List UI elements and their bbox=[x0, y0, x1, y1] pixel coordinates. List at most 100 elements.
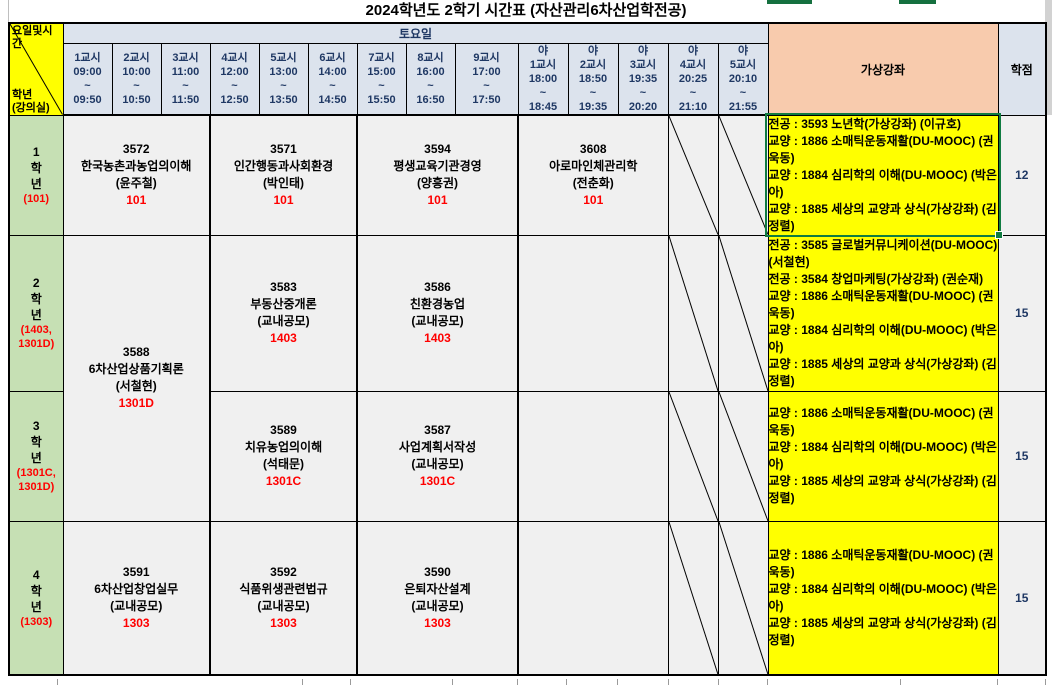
night-period-header-2[interactable]: 야 2교시 18:50 ~ 19:35 bbox=[567, 42, 619, 116]
virtual-lectures-cell-grade2[interactable]: 전공 : 3585 글로벌커뮤니케이션(DU-MOOC)(서철현) 전공 : 3… bbox=[767, 234, 999, 392]
course-name: 평생교육기관경영 bbox=[393, 159, 482, 174]
course-room: 1403 bbox=[424, 331, 451, 345]
period-header-7[interactable]: 7교시 15:00 ~ 15:50 bbox=[356, 42, 407, 116]
gridline-tick bbox=[900, 679, 901, 685]
course-professor: (박인태) bbox=[262, 176, 305, 191]
period-header-1[interactable]: 1교시 09:00 ~ 09:50 bbox=[62, 42, 113, 116]
crossed-out-cell[interactable] bbox=[667, 520, 719, 676]
night-period-header-4[interactable]: 야 4교시 20:25 ~ 21:10 bbox=[667, 42, 719, 116]
grade-rooms: (1303) bbox=[20, 615, 53, 628]
decor-green-strip bbox=[767, 0, 812, 4]
crossed-out-cell[interactable] bbox=[717, 114, 769, 236]
crossed-out-cell[interactable] bbox=[667, 390, 719, 522]
course-name: 치유농업의이해 bbox=[244, 440, 323, 454]
period-header-2[interactable]: 2교시 10:00 ~ 10:50 bbox=[111, 42, 162, 116]
period-header-9[interactable]: 9교시 17:00 ~ 17:50 bbox=[454, 42, 519, 116]
course-cell-3583[interactable]: 3583 부동산중개론 (교내공모) 1403 bbox=[209, 234, 358, 392]
grade-number: 3 학 년 bbox=[30, 419, 42, 465]
course-cell-3587[interactable]: 3587 사업계획서작성 (교내공모) 1301C bbox=[356, 390, 519, 522]
virtual-lectures-cell-grade1[interactable]: 전공 : 3593 노년학(가상강좌) (이규호) 교양 : 1886 소매틱운… bbox=[767, 114, 999, 236]
credits-cell-grade3[interactable]: 15 bbox=[997, 390, 1047, 522]
course-cell-3594[interactable]: 3594 평생교육기관경영 (양흥권) 101 bbox=[356, 114, 519, 236]
credits-cell-grade1[interactable]: 12 bbox=[997, 114, 1047, 236]
course-professor: (교내공모) bbox=[257, 314, 310, 328]
crossed-out-cell[interactable] bbox=[667, 114, 719, 236]
gridline-tick bbox=[997, 679, 998, 685]
grade-rooms: (1403, 1301D) bbox=[18, 324, 55, 350]
grade-rooms: (1301C, 1301D) bbox=[16, 467, 56, 493]
empty-night-cell[interactable] bbox=[517, 520, 669, 676]
course-cell-3589[interactable]: 3589 치유농업의이해 (석태문) 1301C bbox=[209, 390, 358, 522]
diagonal-line-icon bbox=[669, 522, 718, 675]
bottom-gridline-ticks bbox=[0, 679, 1052, 685]
timetable-title: 2024학년도 2학기 시간표 (자산관리6차산업학전공) bbox=[365, 2, 687, 19]
period-header-3[interactable]: 3교시 11:00 ~ 11:50 bbox=[160, 42, 211, 116]
course-cell-3590[interactable]: 3590 은퇴자산설계 (교내공모) 1303 bbox=[356, 520, 519, 676]
course-room: 101 bbox=[273, 193, 294, 208]
credits-cell-grade2[interactable]: 15 bbox=[997, 234, 1047, 392]
night-period-header-5[interactable]: 야 5교시 20:10 ~ 21:55 bbox=[717, 42, 769, 116]
course-code: 3594 bbox=[424, 142, 451, 157]
course-code: 3571 bbox=[270, 142, 297, 157]
virtual-lectures-cell-grade3[interactable]: 교양 : 1886 소매틱운동재활(DU-MOOC) (권욱동) 교양 : 18… bbox=[767, 390, 999, 522]
diagonal-line-icon bbox=[719, 522, 768, 675]
period-header-8[interactable]: 8교시 16:00 ~ 16:50 bbox=[405, 42, 456, 116]
course-code: 3587 bbox=[424, 423, 451, 437]
crossed-out-cell[interactable] bbox=[717, 390, 769, 522]
diagonal-line-icon bbox=[719, 116, 768, 235]
crossed-out-cell[interactable] bbox=[717, 234, 769, 392]
grade-label-4[interactable]: 4 학 년 (1303) bbox=[8, 520, 64, 676]
course-code: 3608 bbox=[579, 142, 607, 157]
course-cell-3591[interactable]: 3591 6차산업창업실무 (교내공모) 1303 bbox=[62, 520, 211, 676]
period-header-6[interactable]: 6교시 14:00 ~ 14:50 bbox=[307, 42, 358, 116]
crossed-out-cell[interactable] bbox=[667, 234, 719, 392]
night-period-header-3[interactable]: 야 3교시 19:35 ~ 20:20 bbox=[617, 42, 669, 116]
grade-label-3[interactable]: 3 학 년 (1301C, 1301D) bbox=[8, 390, 64, 522]
gridline-tick bbox=[517, 679, 518, 685]
grade-label-2[interactable]: 2 학 년 (1403, 1301D) bbox=[8, 234, 64, 392]
empty-night-cell[interactable] bbox=[517, 390, 669, 522]
diagonal-line-icon bbox=[669, 236, 718, 391]
credits-cell-grade4[interactable]: 15 bbox=[997, 520, 1047, 676]
gridline-tick bbox=[350, 679, 351, 685]
gridline-tick bbox=[718, 679, 719, 685]
course-room: 1303 bbox=[270, 615, 297, 630]
period-header-5[interactable]: 5교시 13:00 ~ 13:50 bbox=[258, 42, 309, 116]
course-code: 3591 bbox=[122, 564, 150, 579]
gridline-tick bbox=[1045, 679, 1046, 685]
credits-header[interactable]: 학점 bbox=[997, 22, 1047, 116]
course-name: 은퇴자산설계 bbox=[404, 581, 471, 596]
course-cell-3571[interactable]: 3571 인간행동과사회환경 (박인태) 101 bbox=[209, 114, 358, 236]
virtual-lectures-cell-grade4[interactable]: 교양 : 1886 소매틱운동재활(DU-MOOC) (권욱동) 교양 : 18… bbox=[767, 520, 999, 676]
course-code: 3583 bbox=[270, 280, 297, 294]
course-room: 1403 bbox=[270, 331, 297, 345]
gridline-tick bbox=[566, 679, 567, 685]
night-period-header-1[interactable]: 야 1교시 18:00 ~ 18:45 bbox=[517, 42, 569, 116]
course-cell-3588[interactable]: 3588 6차산업상품기획론 (서철현) 1301D bbox=[62, 234, 211, 522]
grade-number: 4 학 년 bbox=[30, 567, 42, 614]
gridline-tick bbox=[668, 679, 669, 685]
course-code: 3592 bbox=[270, 564, 297, 579]
course-room: 101 bbox=[427, 193, 448, 208]
course-room: 1301D bbox=[118, 396, 154, 410]
corner-day-grade-cell[interactable]: 요일및시간 학년 (강의실) bbox=[8, 22, 64, 116]
course-name: 6차산업창업실무 bbox=[94, 581, 179, 596]
gridline-above-table bbox=[8, 0, 9, 22]
course-cell-3592[interactable]: 3592 식품위생관련법규 (교내공모) 1303 bbox=[209, 520, 358, 676]
course-name: 부동산중개론 bbox=[250, 297, 317, 311]
diagonal-line-icon bbox=[669, 116, 718, 235]
crossed-out-cell[interactable] bbox=[717, 520, 769, 676]
virtual-lecture-header[interactable]: 가상강좌 bbox=[767, 22, 999, 116]
period-header-4[interactable]: 4교시 12:00 ~ 12:50 bbox=[209, 42, 260, 116]
course-cell-3572[interactable]: 3572 한국농촌과농업의이해 (윤주철) 101 bbox=[62, 114, 211, 236]
empty-night-cell[interactable] bbox=[517, 234, 669, 392]
gridline-tick bbox=[617, 679, 618, 685]
grade-label-1[interactable]: 1 학 년 (101) bbox=[8, 114, 64, 236]
saturday-header[interactable]: 토요일 bbox=[62, 22, 769, 44]
course-cell-3608[interactable]: 3608 아로마인체관리학 (전춘화) 101 bbox=[517, 114, 669, 236]
course-code: 3572 bbox=[122, 142, 150, 157]
course-professor: (양흥권) bbox=[416, 176, 459, 191]
gridline-tick bbox=[302, 679, 303, 685]
course-cell-3586[interactable]: 3586 친환경농업 (교내공모) 1403 bbox=[356, 234, 519, 392]
